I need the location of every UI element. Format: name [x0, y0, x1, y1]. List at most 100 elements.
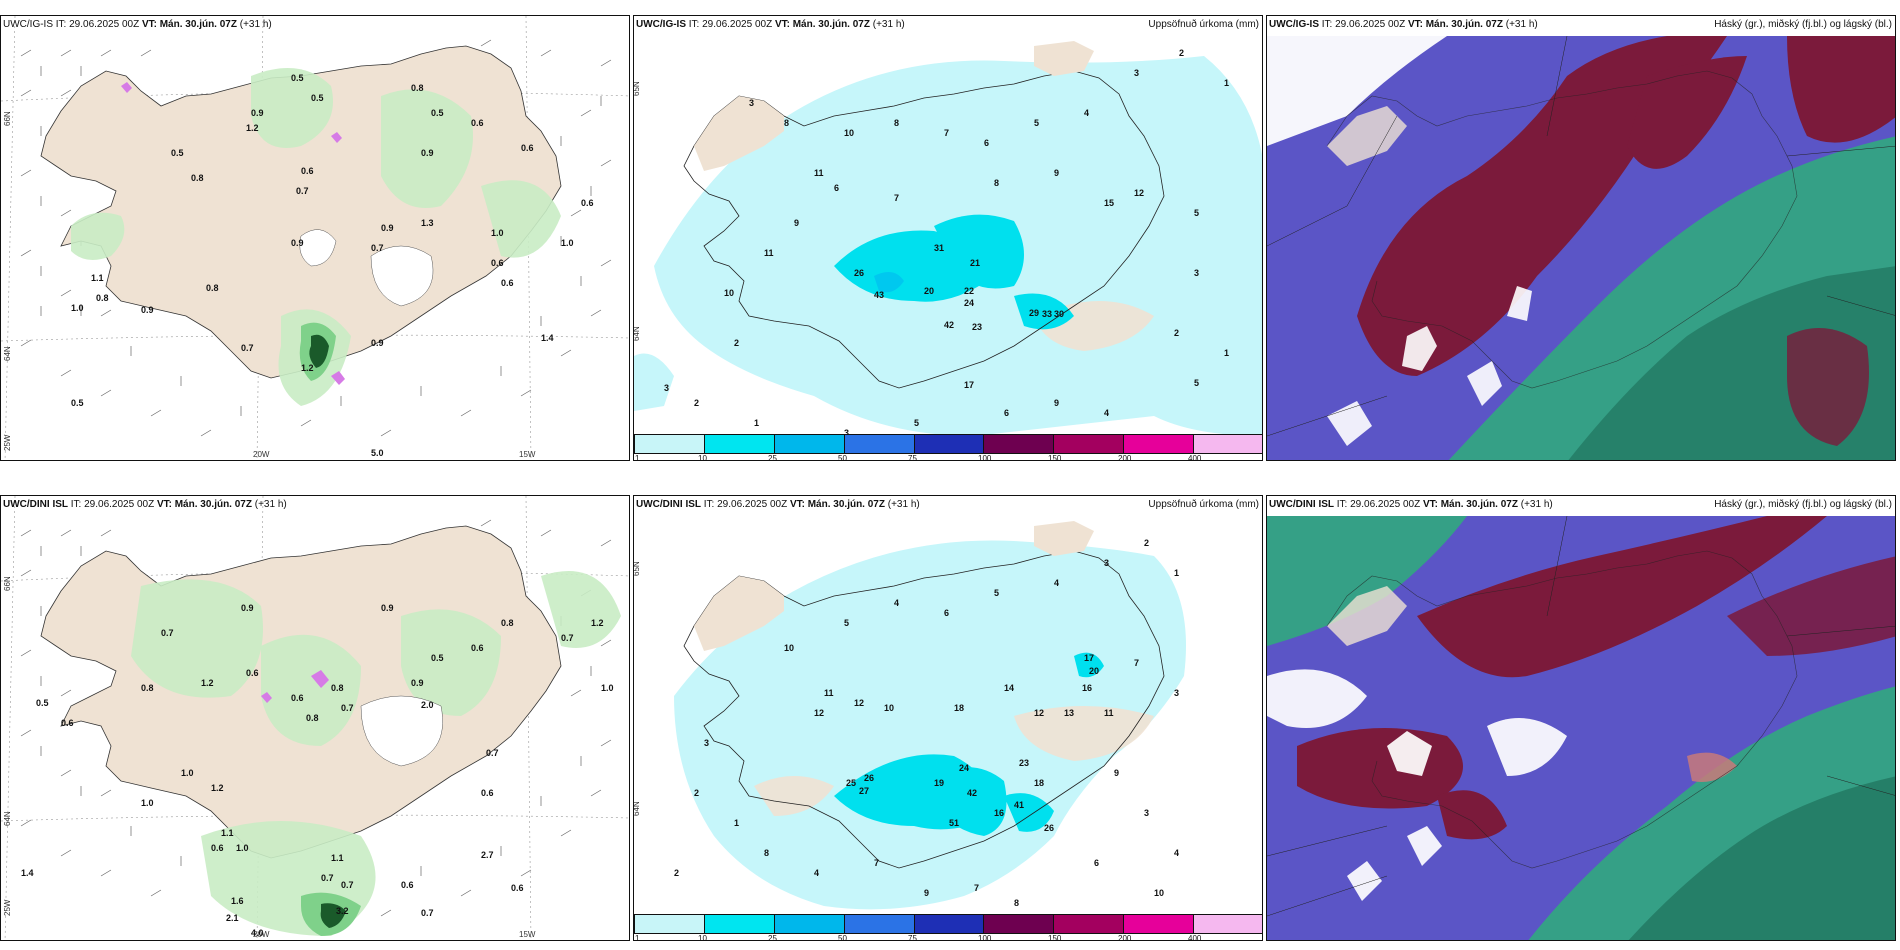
- svg-text:0.5: 0.5: [171, 148, 184, 158]
- colorbar-swatch: [984, 915, 1055, 933]
- svg-text:14: 14: [1004, 683, 1014, 693]
- svg-text:1.0: 1.0: [181, 768, 194, 778]
- svg-text:11: 11: [814, 168, 824, 178]
- svg-text:0.7: 0.7: [371, 243, 384, 253]
- svg-text:30: 30: [1054, 309, 1064, 319]
- svg-text:26: 26: [864, 773, 874, 783]
- svg-text:0.7: 0.7: [341, 703, 354, 713]
- svg-text:1.0: 1.0: [71, 303, 84, 313]
- svg-text:0.6: 0.6: [61, 718, 74, 728]
- colorbar-tick-label: 10: [698, 454, 707, 461]
- svg-text:17: 17: [964, 380, 974, 390]
- panel-header: UWC/DINI ISL IT: 29.06.2025 00Z VT: Mán.…: [636, 499, 920, 510]
- svg-text:7: 7: [894, 193, 899, 203]
- svg-text:18: 18: [1034, 778, 1044, 788]
- svg-text:4: 4: [814, 868, 819, 878]
- precip-colorbar: 1 10 25 50 75 100 150 200 400: [634, 914, 1262, 941]
- svg-text:1: 1: [754, 418, 759, 428]
- colorbar-tick-label: 25: [768, 454, 777, 461]
- svg-text:1: 1: [1174, 568, 1179, 578]
- svg-text:0.9: 0.9: [241, 603, 254, 613]
- svg-text:6: 6: [944, 608, 949, 618]
- svg-text:8: 8: [784, 118, 789, 128]
- svg-text:26: 26: [854, 268, 864, 278]
- svg-text:9: 9: [1054, 398, 1059, 408]
- svg-text:0.5: 0.5: [36, 698, 49, 708]
- svg-text:2: 2: [1144, 538, 1149, 548]
- panel-header: UWC/IG-IS IT: 29.06.2025 00Z VT: Mán. 30…: [3, 19, 272, 30]
- lat-label: 64N: [3, 811, 12, 826]
- svg-text:1.1: 1.1: [221, 828, 234, 838]
- svg-text:1.2: 1.2: [246, 123, 259, 133]
- svg-text:1.0: 1.0: [491, 228, 504, 238]
- svg-text:0.6: 0.6: [291, 693, 304, 703]
- colorbar-tick-label: 200: [1118, 934, 1132, 941]
- svg-text:0.6: 0.6: [511, 883, 524, 893]
- svg-text:21: 21: [970, 258, 980, 268]
- svg-text:0.6: 0.6: [301, 166, 314, 176]
- svg-text:0.8: 0.8: [331, 683, 344, 693]
- svg-text:0.6: 0.6: [491, 258, 504, 268]
- svg-text:6: 6: [1094, 858, 1099, 868]
- panel-field-label: Háský (gr.), miðský (fj.bl.) og lágský (…: [1714, 19, 1892, 30]
- panel-field-label: Uppsöfnuð úrkoma (mm): [1148, 19, 1259, 30]
- svg-text:0.7: 0.7: [321, 873, 334, 883]
- map-panel-top-right: UWC/IG-IS IT: 29.06.2025 00Z VT: Mán. 30…: [1266, 15, 1896, 461]
- svg-text:0.6: 0.6: [401, 880, 414, 890]
- svg-text:0.8: 0.8: [191, 173, 204, 183]
- panel-field-label: Uppsöfnuð úrkoma (mm): [1148, 499, 1259, 510]
- svg-text:3: 3: [1174, 688, 1179, 698]
- colorbar-tick-label: 50: [838, 454, 847, 461]
- svg-text:5: 5: [1194, 208, 1199, 218]
- svg-text:0.6: 0.6: [581, 198, 594, 208]
- svg-text:1.2: 1.2: [201, 678, 214, 688]
- svg-text:3: 3: [844, 428, 849, 438]
- svg-text:43: 43: [874, 290, 884, 300]
- svg-text:31: 31: [934, 243, 944, 253]
- svg-text:16: 16: [994, 808, 1004, 818]
- svg-text:10: 10: [884, 703, 894, 713]
- svg-text:20: 20: [924, 286, 934, 296]
- svg-text:6: 6: [1004, 408, 1009, 418]
- colorbar-swatch: [1194, 915, 1262, 933]
- svg-text:6: 6: [984, 138, 989, 148]
- svg-text:0.7: 0.7: [421, 908, 434, 918]
- svg-text:1.0: 1.0: [601, 683, 614, 693]
- panel-header: UWC/DINI ISL IT: 29.06.2025 00Z VT: Mán.…: [1269, 499, 1553, 510]
- svg-text:0.8: 0.8: [96, 293, 109, 303]
- svg-text:3: 3: [664, 383, 669, 393]
- svg-text:23: 23: [1019, 758, 1029, 768]
- svg-text:1.0: 1.0: [561, 238, 574, 248]
- colorbar-swatch: [914, 435, 985, 453]
- map-panel-bottom-left: 0.9 0.9 0.7 0.8 1.2 0.6 0.6 0.8 0.8 0.7 0.5 0.6 0…: [0, 495, 630, 941]
- svg-text:42: 42: [967, 788, 977, 798]
- svg-text:8: 8: [994, 178, 999, 188]
- svg-text:18: 18: [954, 703, 964, 713]
- colorbar-tick-label: 1: [635, 454, 640, 461]
- svg-text:1.1: 1.1: [91, 273, 104, 283]
- svg-text:4: 4: [1054, 578, 1059, 588]
- svg-text:0.9: 0.9: [291, 238, 304, 248]
- panel-header: UWC/IG-IS IT: 29.06.2025 00Z VT: Mán. 30…: [636, 19, 905, 30]
- svg-text:5: 5: [844, 618, 849, 628]
- svg-text:1.4: 1.4: [21, 868, 34, 878]
- map-panel-top-left: 0.5 0.5 0.9 1.2 0.5 0.8 0.6 0.7 0.8 0.5 0.9 0.6 0…: [0, 15, 630, 461]
- svg-text:8: 8: [764, 848, 769, 858]
- svg-text:1.0: 1.0: [236, 843, 249, 853]
- svg-text:1.1: 1.1: [331, 853, 344, 863]
- svg-text:3: 3: [1144, 808, 1149, 818]
- svg-text:7: 7: [874, 858, 879, 868]
- lon-label: 15W: [519, 930, 536, 939]
- svg-text:10: 10: [784, 643, 794, 653]
- svg-text:12: 12: [814, 708, 824, 718]
- svg-text:1: 1: [1224, 78, 1229, 88]
- svg-text:9: 9: [794, 218, 799, 228]
- svg-text:10: 10: [724, 288, 734, 298]
- colorbar-swatch: [1194, 435, 1262, 453]
- colorbar-swatch: [635, 435, 705, 453]
- svg-text:11: 11: [764, 248, 774, 258]
- svg-text:33: 33: [1042, 309, 1052, 319]
- panel-header: UWC/DINI ISL IT: 29.06.2025 00Z VT: Mán.…: [3, 499, 287, 510]
- colorbar-swatch: [1124, 915, 1195, 933]
- svg-text:16: 16: [1082, 683, 1092, 693]
